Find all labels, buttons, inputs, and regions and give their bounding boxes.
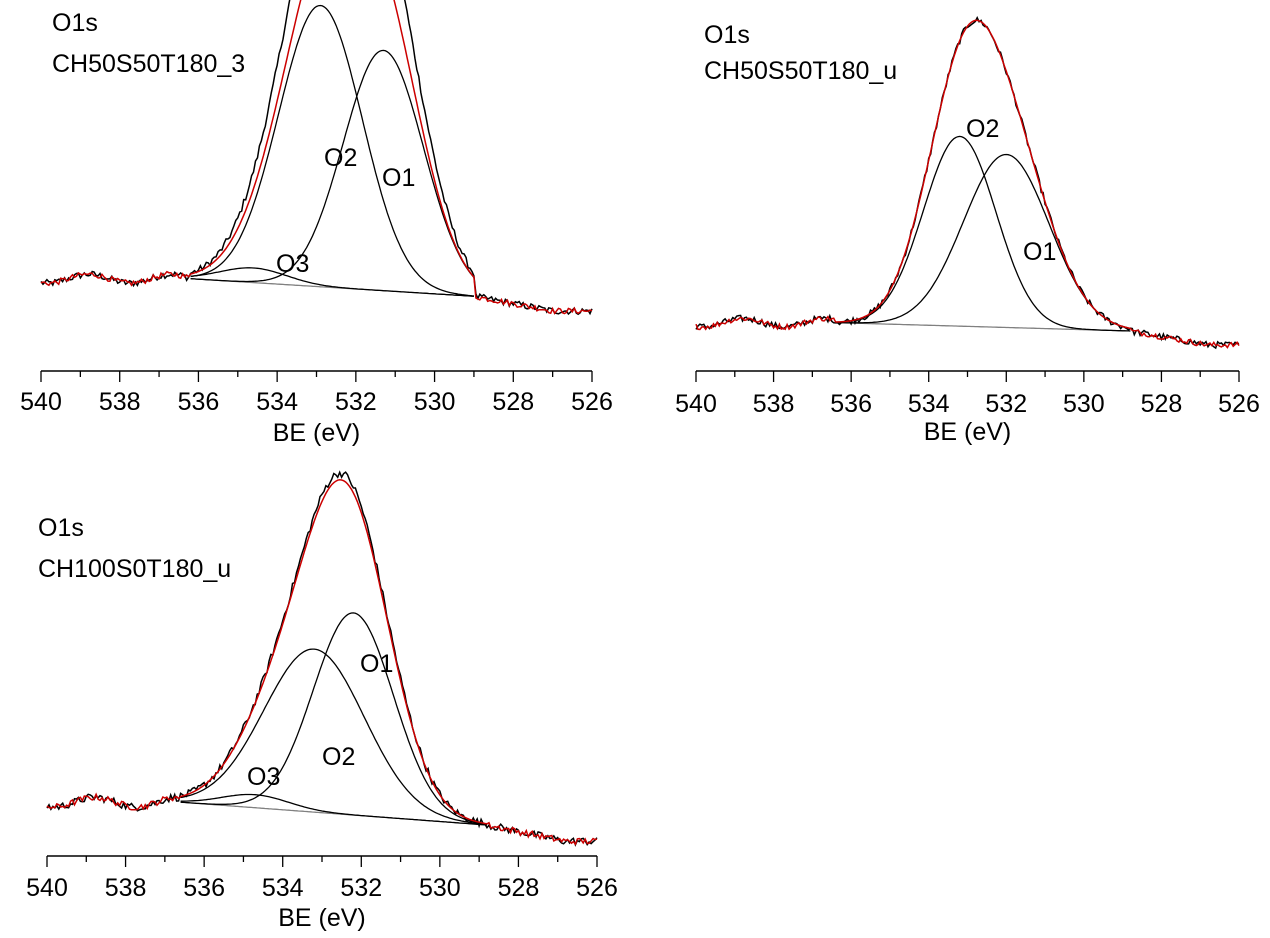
x-tick-label: 536 xyxy=(178,388,220,416)
fit-envelope xyxy=(46,479,598,846)
x-tick-label: 540 xyxy=(26,874,68,902)
background-line xyxy=(835,321,1131,332)
x-axis-title: BE (eV) xyxy=(278,904,366,932)
x-tick-label: 534 xyxy=(908,390,950,418)
x-tick-label: 534 xyxy=(256,388,298,416)
sample-name: CH100S0T180_u xyxy=(38,555,231,583)
x-tick-label: 538 xyxy=(99,388,141,416)
peak-label-o1: O1 xyxy=(1023,238,1056,266)
component-peak-o3 xyxy=(190,267,474,297)
x-tick-label: 530 xyxy=(414,388,456,416)
x-tick-label: 528 xyxy=(1141,390,1183,418)
peak-label-o3: O3 xyxy=(247,763,280,791)
x-tick-label: 540 xyxy=(675,390,717,418)
peak-label-o2: O2 xyxy=(966,115,999,143)
x-tick-label: 538 xyxy=(753,390,795,418)
panel-ch50s50t180-3: 540 538 536 534 532 530 528 526 BE (eV) O1s CH50S5… xyxy=(20,0,613,447)
panel-title: O1s xyxy=(52,9,98,37)
x-tick-label: 532 xyxy=(340,874,382,902)
fit-envelope xyxy=(695,19,1240,349)
sample-name: CH50S50T180_u xyxy=(704,57,897,85)
peak-label-o3: O3 xyxy=(276,250,309,278)
peak-label-o2: O2 xyxy=(324,144,357,172)
x-tick-label: 528 xyxy=(492,388,534,416)
panel-ch50s50t180-u: 540 538 536 534 532 530 528 526 BE (eV) O1s CH50S5… xyxy=(675,15,1260,446)
x-tick-label: 536 xyxy=(183,874,225,902)
x-tick-label: 540 xyxy=(20,388,62,416)
x-tick-label: 534 xyxy=(262,874,304,902)
component-peak-o2 xyxy=(180,648,488,826)
peak-label-o1: O1 xyxy=(360,650,393,678)
x-tick-label: 526 xyxy=(1218,390,1260,418)
component-peak-o1 xyxy=(835,153,1131,330)
component-peak-o3 xyxy=(180,793,488,826)
x-tick-label: 532 xyxy=(335,388,377,416)
panel-ch100s0t180-u: 540 538 536 534 532 530 528 526 BE (eV) O1s CH100S… xyxy=(26,470,618,932)
measured-spectrum xyxy=(46,470,598,847)
x-axis-title: BE (eV) xyxy=(924,418,1012,446)
peak-label-o2: O2 xyxy=(322,743,355,771)
x-tick-label: 538 xyxy=(105,874,147,902)
component-peak-o1 xyxy=(190,49,475,283)
panel-title: O1s xyxy=(38,514,84,542)
component-peak-o2 xyxy=(190,4,474,297)
x-tick-label: 526 xyxy=(571,388,613,416)
panel-title: O1s xyxy=(704,21,750,49)
x-tick-label: 532 xyxy=(985,390,1027,418)
x-tick-label: 530 xyxy=(1063,390,1105,418)
component-peak-o1 xyxy=(180,612,488,825)
peak-label-o1: O1 xyxy=(382,164,415,192)
measured-spectrum xyxy=(40,0,593,316)
x-tick-label: 536 xyxy=(830,390,872,418)
x-tick-label: 528 xyxy=(498,874,540,902)
x-axis-title: BE (eV) xyxy=(273,419,361,447)
x-tick-label: 530 xyxy=(419,874,461,902)
component-peak-o2 xyxy=(835,135,1131,332)
fit-envelope xyxy=(40,0,593,315)
x-tick-label: 526 xyxy=(576,874,618,902)
sample-name: CH50S50T180_3 xyxy=(52,50,245,78)
